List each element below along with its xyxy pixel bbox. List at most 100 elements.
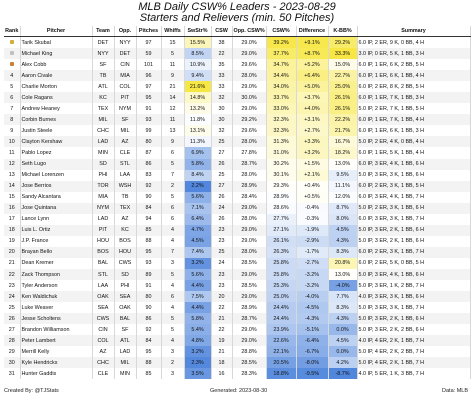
summary-cell: 5.0 IP, 3 ER, 2 K, 1 BB, 6 H	[357, 235, 471, 247]
summary-cell: 5.0 IP, 3 ER, 4 K, 1 BB, 6 H	[357, 268, 471, 281]
opp-cell: SEA	[114, 291, 137, 303]
team-cell: CIN	[92, 324, 115, 336]
summary-cell: 6.0 IP, 3 ER, 4 K, 1 BB, 6 H	[357, 158, 471, 170]
pitches-cell: 95	[136, 92, 162, 104]
col-header-team: Team	[92, 26, 115, 37]
team-cell: LAA	[92, 280, 115, 292]
difference-cell: -1.9%	[296, 224, 329, 236]
whiffs-cell: 6	[161, 213, 185, 225]
csw-pct-cell: 32.3%	[266, 114, 297, 126]
opp-cell: SD	[114, 268, 137, 281]
opp-cell: TEX	[114, 202, 137, 214]
csw-cell: 33	[211, 81, 233, 93]
rank-cell: 18	[4, 224, 21, 236]
summary-cell: 4.0 IP, 4 ER, 2 K, 1 BB, 7 H	[357, 335, 471, 347]
csw-pct-cell: 39.2%	[266, 36, 297, 49]
rank-cell: 31	[4, 368, 21, 380]
pitches-cell: 95	[136, 246, 162, 258]
csw-pct-cell: 20.5%	[266, 357, 297, 369]
csw-pct-cell: 18.8%	[266, 368, 297, 380]
team-cell: CHC	[92, 125, 115, 137]
opp-cell: NYY	[114, 36, 137, 49]
csw-cell: 25	[211, 136, 233, 148]
table-row: 11 Pablo Lopez MIN CLE 87 6 6.9% 27 27.8% 31.0% +3…	[4, 147, 471, 159]
swstr-cell: 15.5%	[184, 36, 212, 49]
table-row: 4 Aaron Civale TB MIA 96 9 9.4% 33 28.0% 34.4% +6.…	[4, 70, 471, 82]
csw-cell: 38	[211, 36, 233, 49]
opp-csw-cell: 28.0%	[232, 213, 267, 225]
team-cell: SD	[92, 158, 115, 170]
rank-cell: 24	[4, 291, 21, 303]
table-row: 30 Kyle Hendricks CHC MIL 88 2 2.3% 18 28.5% 20.5…	[4, 357, 471, 369]
summary-cell: 5.0 IP, 3 ER, 2 K, 1 BB, 6 H	[357, 224, 471, 236]
pitches-cell: 80	[136, 291, 162, 303]
pitches-cell: 87	[136, 147, 162, 159]
csw-cell: 21	[211, 313, 233, 325]
csw-pct-cell: 25.3%	[266, 280, 297, 292]
table-row: 16 Jose Quintana NYM TEX 84 6 7.1% 24 29.0% 28.6%…	[4, 202, 471, 214]
rank-cell: 10	[4, 136, 21, 148]
csw-pct-cell: 24.4%	[266, 302, 297, 314]
team-cell: BOS	[92, 246, 115, 258]
col-header-difference: Difference	[296, 26, 329, 37]
pitches-cell: 86	[136, 313, 162, 325]
rank-cell: 19	[4, 235, 21, 247]
opp-csw-cell: 29.0%	[232, 324, 267, 336]
col-header-csw: CSW	[211, 26, 233, 37]
pitcher-cell: Kyle Hendricks	[20, 357, 93, 369]
team-cell: OAK	[92, 291, 115, 303]
whiffs-cell: 2	[161, 180, 185, 192]
pitcher-cell: Aaron Civale	[20, 70, 93, 82]
pitches-cell: 92	[136, 324, 162, 336]
col-header-csw-pct: CSW%	[266, 26, 297, 37]
csw-cell: 20	[211, 291, 233, 303]
pitches-cell: 88	[136, 357, 162, 369]
difference-cell: +2.7%	[296, 125, 329, 137]
header-row: Rank Pitcher Team Opp. Pitches Whiffs Sw…	[4, 26, 471, 37]
kbb-cell: 26.1%	[328, 92, 358, 104]
csw-cell: 22	[211, 302, 233, 314]
whiffs-cell: 9	[161, 70, 185, 82]
summary-cell: 5.0 IP, 2 ER, 3 K, 1 BB, 6 H	[357, 202, 471, 214]
team-cell: LAD	[92, 213, 115, 225]
table-row: 23 Tyler Anderson LAA PHI 91 4 4.4% 23 28.5% 25.3…	[4, 280, 471, 292]
pitcher-cell: Peter Lambert	[20, 335, 93, 347]
swstr-cell: 13.2%	[184, 103, 212, 115]
whiffs-cell: 4	[161, 224, 185, 236]
table-row: 13 Michael Lorenzen PHI LAA 83 7 8.4% 25 28.0% 30…	[4, 169, 471, 181]
swstr-cell: 11.8%	[184, 114, 212, 126]
csw-pct-cell: 33.0%	[266, 103, 297, 115]
csw-pct-cell: 23.9%	[266, 324, 297, 336]
pitches-cell: 89	[136, 268, 162, 281]
kbb-cell: 4.5%	[328, 224, 358, 236]
summary-cell: 6.0 IP, 2 ER, 3 K, 1 BB, 5 H	[357, 180, 471, 192]
swstr-cell: 21.6%	[184, 81, 212, 93]
pitcher-cell: Luke Weaver	[20, 302, 93, 314]
table-row: 31 Hunter Gaddis CLE MIN 85 3 3.5% 16 28.3% 18.8%…	[4, 368, 471, 380]
table-row: 15 Sandy Alcantara MIA TB 90 5 5.6% 26 28.4% 28.9…	[4, 191, 471, 203]
team-cell: HOU	[92, 235, 115, 247]
kbb-cell: 26.1%	[328, 103, 358, 115]
table-row: 20 Brayan Bello BOS HOU 95 7 7.4% 25 28.0% 26.3% -…	[4, 246, 471, 258]
footer-credit: Created By: @TJStats	[4, 388, 59, 394]
team-cell: NYM	[92, 202, 115, 214]
swstr-cell: 4.4%	[184, 280, 212, 292]
col-header-rank: Rank	[4, 26, 21, 37]
csw-cell: 22	[211, 48, 233, 60]
team-cell: PIT	[92, 224, 115, 236]
pitches-cell: 97	[136, 36, 162, 49]
csw-cell: 26	[211, 191, 233, 203]
opp-cell: OAK	[114, 302, 137, 314]
csw-cell: 27	[211, 180, 233, 192]
difference-cell: +5.0%	[296, 81, 329, 93]
team-cell: BAL	[92, 257, 115, 269]
opp-csw-cell: 28.5%	[232, 257, 267, 269]
difference-cell: +1.5%	[296, 158, 329, 170]
swstr-cell: 13.1%	[184, 125, 212, 137]
pitches-cell: 84	[136, 335, 162, 347]
csw-pct-cell: 37.7%	[266, 48, 297, 60]
opp-csw-cell: 29.0%	[232, 103, 267, 115]
swstr-cell: 7.4%	[184, 246, 212, 258]
rank-cell: 7	[4, 103, 21, 115]
opp-csw-cell: 28.3%	[232, 368, 267, 380]
